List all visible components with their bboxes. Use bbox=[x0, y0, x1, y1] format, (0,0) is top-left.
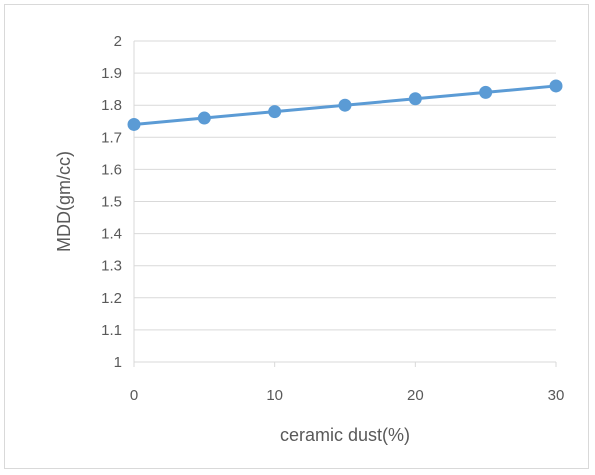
y-tick-label: 1.3 bbox=[101, 258, 122, 275]
x-tick-label: 20 bbox=[407, 387, 424, 404]
x-tick-label: 0 bbox=[130, 387, 138, 404]
y-tick-label: 2 bbox=[114, 33, 122, 50]
y-tick-label: 1.4 bbox=[101, 226, 122, 243]
y-tick-label: 1.7 bbox=[101, 129, 122, 146]
y-axis-title: MDD(gm/cc) bbox=[54, 151, 74, 252]
data-point bbox=[197, 111, 211, 125]
data-point bbox=[127, 117, 141, 131]
data-point bbox=[408, 92, 422, 106]
y-tick-labels: 1 1.1 1.2 1.3 1.4 1.5 1.6 1.7 1.8 1.9 2 bbox=[101, 33, 122, 371]
y-tick-label: 1.6 bbox=[101, 161, 122, 178]
y-tick-label: 1.5 bbox=[101, 194, 122, 211]
axes bbox=[133, 41, 557, 367]
data-point bbox=[549, 79, 563, 93]
y-tick-label: 1.2 bbox=[101, 290, 122, 307]
data-point bbox=[268, 105, 282, 119]
y-tick-label: 1.8 bbox=[101, 97, 122, 114]
series-group bbox=[127, 79, 563, 131]
x-tick-label: 10 bbox=[266, 387, 283, 404]
data-point bbox=[479, 85, 493, 99]
y-tick-label: 1.9 bbox=[101, 65, 122, 82]
data-point bbox=[338, 98, 352, 112]
x-tick-label: 30 bbox=[548, 387, 565, 404]
chart-frame bbox=[4, 4, 589, 469]
x-tick-labels: 0 10 20 30 bbox=[130, 387, 565, 404]
x-axis-title: ceramic dust(%) bbox=[280, 425, 410, 445]
y-tick-label: 1 bbox=[114, 354, 122, 371]
y-tick-label: 1.1 bbox=[101, 322, 122, 339]
gridlines bbox=[134, 40, 556, 363]
